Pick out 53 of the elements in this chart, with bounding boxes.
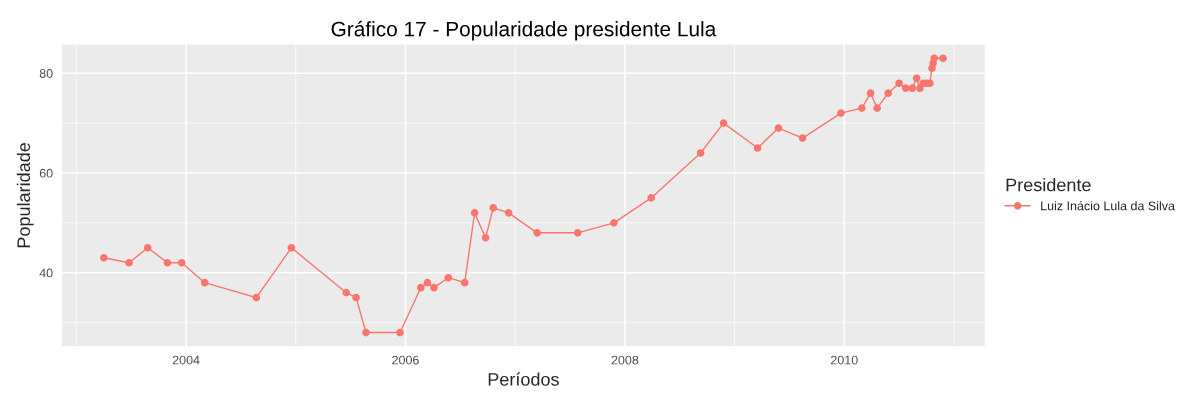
point [396,328,404,337]
point [200,278,209,287]
y-tick-label: 60 [39,168,53,178]
point [610,219,618,227]
point [460,278,469,287]
point [884,89,892,97]
x-tick-label: 2010 [831,355,858,365]
point [930,54,939,63]
point [489,204,498,212]
point [352,293,360,302]
point [753,144,762,152]
point [939,54,947,63]
point [774,124,783,132]
point [252,293,261,302]
point [873,104,881,112]
point [423,278,432,287]
point [177,258,186,267]
point [417,283,425,292]
point [143,243,152,252]
point [719,119,728,127]
x-tick-label: 2008 [611,355,639,365]
y-axis-title: Popularidade [16,143,34,248]
point [901,84,910,93]
x-tick-label: 2004 [172,355,200,365]
y-tick-label: 80 [39,69,53,78]
point [647,194,656,202]
point [504,209,513,217]
point [342,288,351,297]
x-axis-title: Períodos [488,372,559,386]
point [533,229,541,237]
point [163,258,172,267]
point [798,134,807,142]
point [858,104,866,112]
point [125,258,133,267]
y-tick-label: 40 [39,268,53,278]
point [908,84,917,93]
chart-title: Gráfico 17 - Popularidade presidente Lula [331,20,717,41]
legend-title: Presidente [1006,178,1091,192]
legend-label: Luiz Inácio Lula da Silva [1041,200,1175,211]
point [912,74,921,83]
point [430,283,438,292]
point [481,233,490,242]
point [573,229,582,237]
x-tick-label: 2006 [392,355,419,365]
point [470,209,479,217]
point [287,243,296,252]
point [837,109,845,117]
point [895,79,903,88]
point [100,253,108,262]
point [444,273,453,282]
point [362,328,370,337]
point [696,149,705,157]
point [866,89,875,97]
